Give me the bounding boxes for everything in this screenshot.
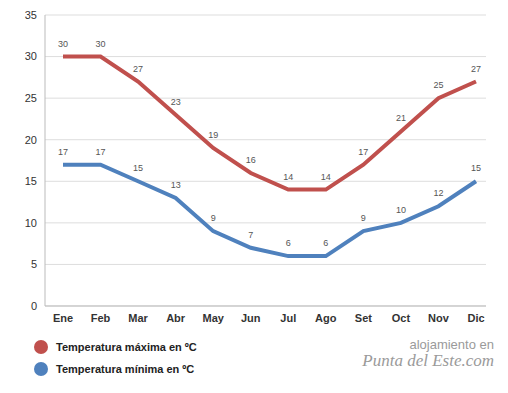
svg-text:23: 23 bbox=[171, 97, 181, 107]
svg-text:17: 17 bbox=[58, 147, 68, 157]
html-text:Punta del Este.com: Punta del Este.com bbox=[362, 351, 494, 371]
svg-text:May: May bbox=[202, 312, 224, 324]
svg-text:20: 20 bbox=[25, 134, 37, 146]
svg-text:10: 10 bbox=[396, 205, 406, 215]
svg-text:Jun: Jun bbox=[241, 312, 261, 324]
svg-text:9: 9 bbox=[361, 213, 366, 223]
svg-text:Dic: Dic bbox=[467, 312, 484, 324]
svg-text:25: 25 bbox=[433, 80, 443, 90]
html-text:Temperatura máxima en ºC: Temperatura máxima en ºC bbox=[56, 341, 197, 353]
svg-text:15: 15 bbox=[471, 163, 481, 173]
svg-text:5: 5 bbox=[31, 258, 37, 270]
svg-text:14: 14 bbox=[283, 172, 293, 182]
svg-text:Nov: Nov bbox=[428, 312, 450, 324]
svg-text:21: 21 bbox=[396, 113, 406, 123]
svg-text:13: 13 bbox=[171, 180, 181, 190]
svg-text:7: 7 bbox=[248, 230, 253, 240]
svg-text:6: 6 bbox=[286, 238, 291, 248]
svg-text:Oct: Oct bbox=[392, 312, 411, 324]
svg-text:15: 15 bbox=[25, 175, 37, 187]
svg-text:0: 0 bbox=[31, 300, 37, 312]
svg-text:30: 30 bbox=[58, 39, 68, 49]
svg-text:15: 15 bbox=[133, 163, 143, 173]
svg-text:12: 12 bbox=[433, 188, 443, 198]
svg-text:30: 30 bbox=[96, 39, 106, 49]
svg-text:Jul: Jul bbox=[280, 312, 296, 324]
svg-text:Ago: Ago bbox=[315, 312, 337, 324]
svg-text:10: 10 bbox=[25, 217, 37, 229]
svg-text:Mar: Mar bbox=[128, 312, 148, 324]
svg-text:17: 17 bbox=[358, 147, 368, 157]
svg-text:19: 19 bbox=[208, 130, 218, 140]
html-text:Temperatura mínima en ºC: Temperatura mínima en ºC bbox=[56, 363, 195, 375]
svg-text:27: 27 bbox=[471, 64, 481, 74]
svg-text:Abr: Abr bbox=[166, 312, 186, 324]
svg-text:14: 14 bbox=[321, 172, 331, 182]
svg-text:16: 16 bbox=[246, 155, 256, 165]
svg-text:30: 30 bbox=[25, 50, 37, 62]
svg-text:6: 6 bbox=[323, 238, 328, 248]
svg-text:27: 27 bbox=[133, 64, 143, 74]
svg-text:17: 17 bbox=[96, 147, 106, 157]
svg-text:Ene: Ene bbox=[53, 312, 73, 324]
svg-text:9: 9 bbox=[211, 213, 216, 223]
svg-text:35: 35 bbox=[25, 9, 37, 21]
html-text:alojamiento en: alojamiento en bbox=[409, 337, 494, 352]
svg-text:25: 25 bbox=[25, 92, 37, 104]
svg-text:Set: Set bbox=[355, 312, 372, 324]
svg-text:Feb: Feb bbox=[91, 312, 111, 324]
